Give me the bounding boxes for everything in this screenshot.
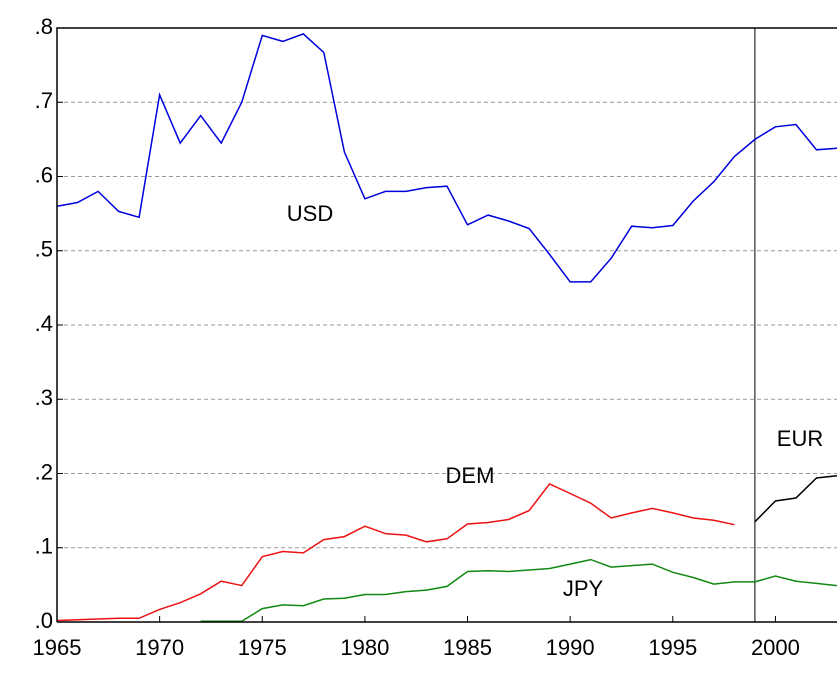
series-line xyxy=(56,33,837,283)
series-label: DEM xyxy=(446,463,495,488)
y-tick-label: .8 xyxy=(35,14,53,39)
y-tick-label: .6 xyxy=(35,162,53,187)
x-tick-label: 1980 xyxy=(340,635,389,660)
y-tick-label: .2 xyxy=(35,459,53,484)
y-tick-label: .3 xyxy=(35,385,53,410)
y-tick-label: .5 xyxy=(35,237,53,262)
x-tick-label: 1965 xyxy=(33,635,82,660)
series-line xyxy=(754,474,837,523)
y-tick-label: .0 xyxy=(35,608,53,633)
x-tick-label: 1985 xyxy=(443,635,492,660)
y-tick-label: .1 xyxy=(35,534,53,559)
y-tick-label: .7 xyxy=(35,88,53,113)
x-tick-label: 1995 xyxy=(648,635,697,660)
series-label: EUR xyxy=(777,426,823,451)
x-tick-label: 1975 xyxy=(238,635,287,660)
series-label: JPY xyxy=(563,576,604,601)
x-tick-label: 2000 xyxy=(751,635,800,660)
x-tick-label: 1990 xyxy=(546,635,595,660)
series-line xyxy=(200,558,837,623)
plot-frame xyxy=(56,27,837,623)
y-tick-label: .4 xyxy=(35,311,53,336)
series-line xyxy=(56,482,735,622)
series-label: USD xyxy=(287,201,333,226)
x-tick-label: 1970 xyxy=(135,635,184,660)
